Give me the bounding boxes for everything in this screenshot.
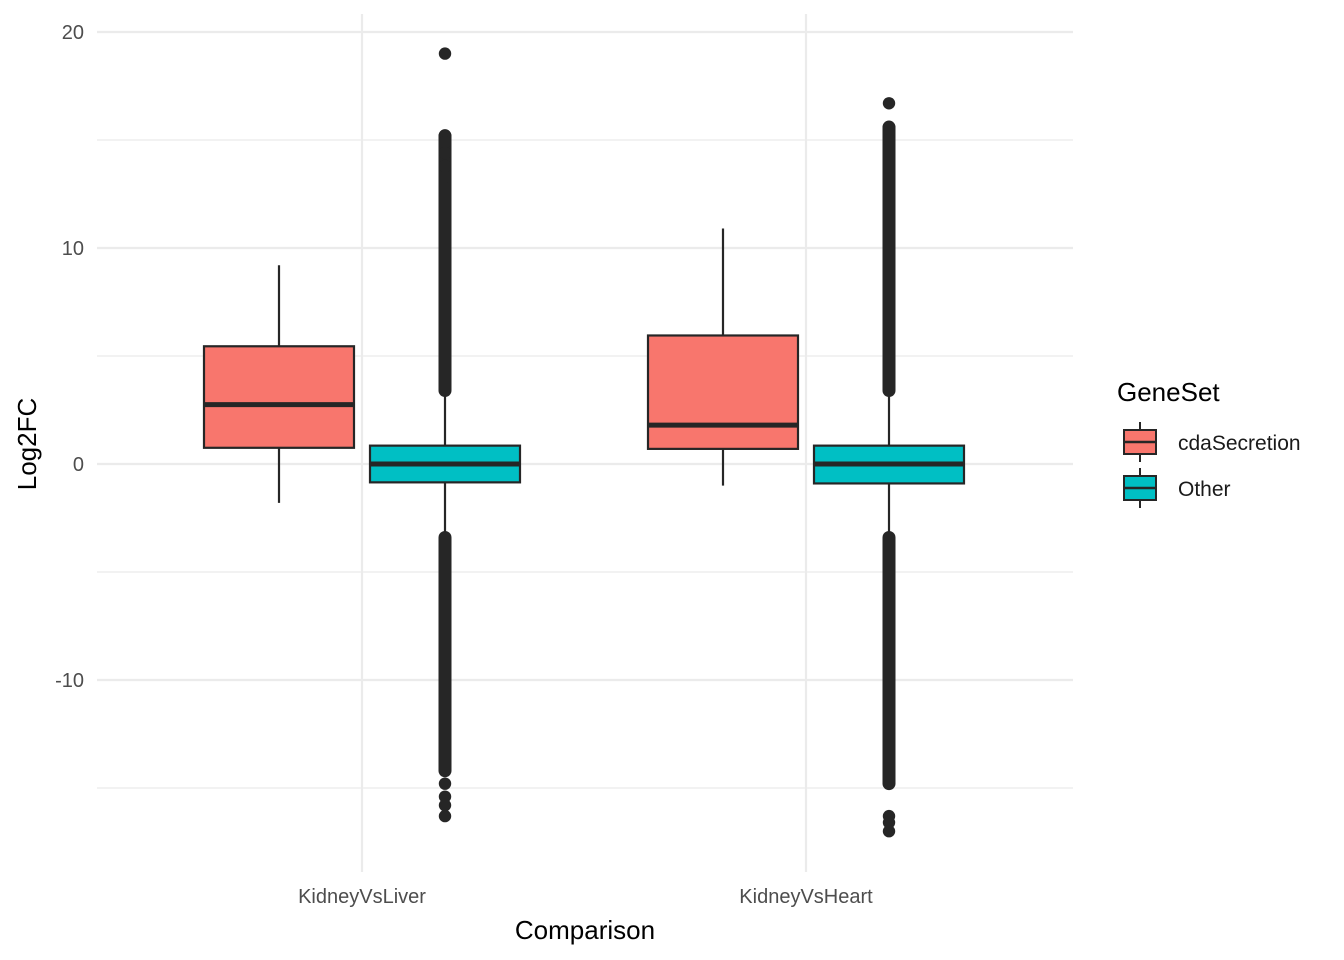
x-axis-ticks: KidneyVsLiver KidneyVsHeart [298, 886, 873, 908]
legend-entry-cdaSecretion: cdaSecretion [1123, 422, 1301, 462]
outlier-point [882, 816, 896, 829]
box-cdaSecretion-KidneyVsHeart [646, 228, 800, 486]
outlier-point [882, 97, 896, 110]
outlier-point [438, 135, 452, 149]
outlier-point [438, 799, 452, 812]
outlier-point [438, 777, 452, 790]
box-Other-KidneyVsLiver [368, 47, 522, 823]
legend-entry-Other: Other [1123, 468, 1231, 508]
outlier-point [438, 809, 452, 823]
x-tick-label: KidneyVsHeart [739, 886, 873, 908]
legend-entries: cdaSecretion Other [1123, 422, 1301, 508]
box-cdaSecretion-KidneyVsLiver [202, 265, 356, 503]
outlier-point [438, 146, 452, 160]
boxes-layer [202, 47, 966, 838]
legend-label: cdaSecretion [1178, 432, 1301, 455]
box-Other-KidneyVsHeart [812, 97, 966, 838]
outlier-point [438, 159, 452, 173]
x-tick-label: KidneyVsLiver [298, 886, 426, 908]
legend-title: GeneSet [1117, 377, 1220, 407]
y-axis-ticks: -10 0 10 20 [55, 22, 84, 692]
box-body [202, 345, 356, 449]
y-tick-label: 20 [62, 22, 84, 44]
y-tick-label: 0 [73, 454, 84, 476]
y-tick-label: 10 [62, 238, 84, 260]
outlier-point [438, 790, 452, 803]
y-axis-title: Log2FC [12, 398, 42, 491]
box-body [646, 334, 800, 450]
legend: GeneSet cdaSecretion Other [1117, 377, 1301, 508]
outlier-point [438, 170, 452, 183]
outlier-point [882, 825, 896, 838]
x-axis-title: Comparison [515, 915, 655, 945]
outlier-point [438, 47, 452, 60]
legend-label: Other [1178, 478, 1231, 501]
outlier-point [882, 133, 896, 147]
y-tick-label: -10 [55, 670, 84, 692]
